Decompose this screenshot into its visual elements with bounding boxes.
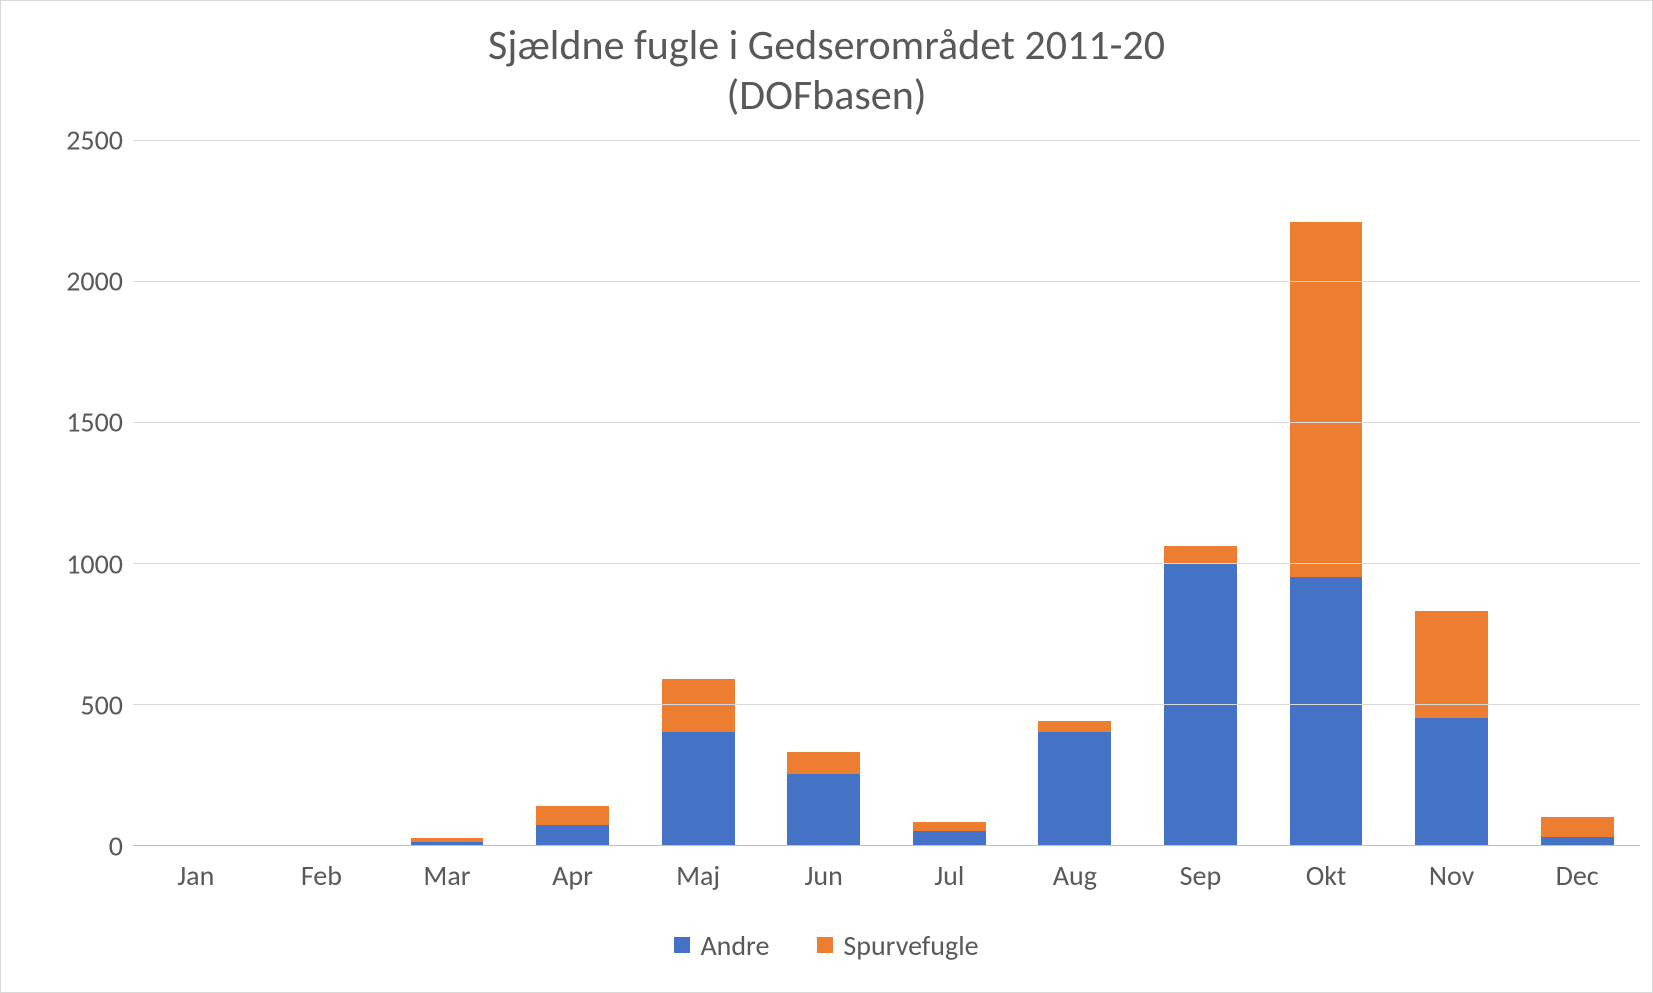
bar-stack [285, 140, 358, 845]
chart-frame: Sjældne fugle i Gedserområdet 2011-20 (D… [0, 0, 1653, 993]
bar-segment [1164, 546, 1237, 563]
plot-row: 05001000150020002500 [13, 140, 1640, 846]
bar-slot [1389, 140, 1515, 845]
bar-slot [1012, 140, 1138, 845]
bar-stack [787, 140, 860, 845]
y-tick-label: 2500 [66, 122, 123, 157]
x-tick-label: Dec [1514, 846, 1640, 910]
legend-label: Andre [700, 928, 769, 963]
bar-stack [662, 140, 735, 845]
plot-area [133, 140, 1640, 846]
bar-slot [1138, 140, 1264, 845]
bar-slot [1263, 140, 1389, 845]
x-axis-labels: JanFebMarAprMajJunJulAugSepOktNovDec [133, 846, 1640, 910]
chart-title-line2: (DOFbasen) [13, 71, 1640, 121]
x-axis-row: JanFebMarAprMajJunJulAugSepOktNovDec [13, 846, 1640, 910]
y-tick-label: 1000 [66, 546, 123, 581]
x-tick-label: Sep [1138, 846, 1264, 910]
bar-segment [662, 732, 735, 845]
chart-inner: Sjældne fugle i Gedserområdet 2011-20 (D… [13, 13, 1640, 980]
x-tick-label: Mar [384, 846, 510, 910]
bar-stack [159, 140, 232, 845]
chart-title: Sjældne fugle i Gedserområdet 2011-20 (D… [13, 21, 1640, 122]
bar-slot [761, 140, 887, 845]
bar-stack [1541, 140, 1614, 845]
gridline [133, 704, 1640, 705]
y-tick-label: 1500 [66, 405, 123, 440]
bar-slot [1514, 140, 1640, 845]
bars-layer [133, 140, 1640, 845]
y-axis: 05001000150020002500 [13, 140, 133, 846]
bar-slot [635, 140, 761, 845]
gridline [133, 563, 1640, 564]
bar-segment [1038, 721, 1111, 732]
bar-segment [411, 842, 484, 845]
bar-segment [913, 831, 986, 845]
legend-swatch [674, 937, 690, 953]
bar-slot [259, 140, 385, 845]
legend-swatch [817, 937, 833, 953]
bar-segment [536, 806, 609, 826]
x-tick-label: Jan [133, 846, 259, 910]
x-tick-label: Okt [1263, 846, 1389, 910]
bar-segment [662, 679, 735, 733]
bar-segment [536, 825, 609, 845]
bar-stack [1038, 140, 1111, 845]
x-tick-label: Feb [259, 846, 385, 910]
bar-segment [1290, 222, 1363, 577]
bar-stack [536, 140, 609, 845]
bar-segment [1415, 718, 1488, 845]
gridline [133, 422, 1640, 423]
bar-segment [913, 822, 986, 830]
y-tick-label: 500 [80, 687, 123, 722]
bar-stack [1164, 140, 1237, 845]
bar-segment [1541, 817, 1614, 837]
bar-slot [133, 140, 259, 845]
y-tick-label: 0 [109, 829, 123, 864]
legend-item: Spurvefugle [817, 928, 978, 963]
gridline [133, 281, 1640, 282]
bar-segment [787, 752, 860, 775]
chart-title-line1: Sjældne fugle i Gedserområdet 2011-20 [13, 21, 1640, 71]
legend: Andre Spurvefugle [13, 910, 1640, 980]
bar-stack [1290, 140, 1363, 845]
bar-slot [886, 140, 1012, 845]
legend-item: Andre [674, 928, 769, 963]
x-tick-label: Jun [761, 846, 887, 910]
bar-stack [913, 140, 986, 845]
legend-label: Spurvefugle [843, 928, 978, 963]
bar-segment [1541, 837, 1614, 845]
x-tick-label: Nov [1389, 846, 1515, 910]
bar-stack [1415, 140, 1488, 845]
x-tick-label: Maj [635, 846, 761, 910]
bar-segment [1038, 732, 1111, 845]
x-tick-label: Apr [510, 846, 636, 910]
x-tick-label: Jul [886, 846, 1012, 910]
bar-segment [787, 774, 860, 845]
gridline [133, 140, 1640, 141]
bar-segment [1415, 611, 1488, 718]
bar-stack [411, 140, 484, 845]
x-tick-label: Aug [1012, 846, 1138, 910]
bar-slot [510, 140, 636, 845]
bar-segment [1290, 577, 1363, 845]
bar-slot [384, 140, 510, 845]
y-tick-label: 2000 [66, 264, 123, 299]
